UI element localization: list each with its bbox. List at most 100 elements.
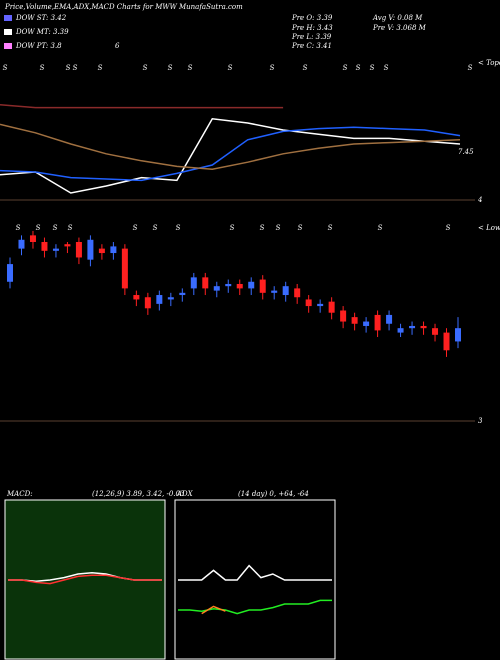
candle-body	[75, 241, 82, 258]
signal-marker: S	[188, 64, 193, 72]
candle-body	[7, 264, 13, 282]
signal-marker: S	[133, 224, 138, 232]
pre-volume: Pre V: 3.068 M	[372, 24, 427, 32]
signal-marker: S	[384, 64, 389, 72]
candle-body	[144, 297, 151, 309]
avg-volume: Avg V: 0.08 M	[372, 14, 423, 22]
ema-panel-label: < Tope	[478, 59, 500, 67]
signal-marker: S	[98, 64, 103, 72]
signal-marker: S	[53, 224, 58, 232]
candle-body	[236, 283, 243, 289]
candle-body	[87, 239, 94, 260]
candle-body	[340, 310, 347, 322]
candle-body	[133, 295, 140, 300]
adx-line	[178, 599, 332, 615]
candle-body	[213, 286, 220, 291]
signal-marker: S	[66, 64, 71, 72]
candle-body	[156, 295, 163, 304]
candle-body	[248, 281, 255, 289]
signal-marker: S	[168, 64, 173, 72]
signal-marker: S	[36, 224, 41, 232]
candle-body	[317, 303, 324, 307]
legend-swatch	[4, 43, 12, 49]
candle-body	[374, 314, 381, 331]
signal-marker: S	[303, 64, 308, 72]
signal-marker: S	[73, 64, 78, 72]
y-tick-label: 4	[477, 196, 482, 204]
ema-line	[0, 123, 461, 170]
signal-marker: S	[230, 224, 235, 232]
candle-body	[259, 279, 266, 293]
pre-open: Pre O: 3.39	[291, 14, 333, 22]
chart-title: Price,Volume,EMA,ADX,MACD Charts for MWW…	[4, 3, 243, 11]
candle-body	[64, 244, 71, 247]
dow-extra: 6	[115, 42, 120, 50]
candle-body	[363, 321, 370, 326]
signal-marker: S	[176, 224, 181, 232]
pre-high: Pre H: 3.43	[291, 24, 333, 32]
ema-last-label: 7.45	[458, 148, 474, 156]
dow-st: DOW ST: 3.42	[15, 14, 67, 22]
candle-body	[271, 290, 278, 293]
adx-line	[178, 564, 332, 581]
signal-marker: S	[40, 64, 45, 72]
candle-body	[409, 325, 416, 329]
adx-label: ADX	[176, 490, 194, 498]
signal-marker: S	[298, 224, 303, 232]
pre-low: Pre L: 3.39	[291, 33, 332, 41]
candle-body	[305, 299, 312, 307]
ema-line	[0, 117, 461, 194]
signal-marker: S	[370, 64, 375, 72]
signal-marker: S	[276, 224, 281, 232]
signal-marker: S	[3, 64, 8, 72]
candle-body	[29, 235, 36, 242]
candle-body	[328, 301, 335, 313]
legend-swatch	[4, 29, 12, 35]
candle-body	[110, 246, 117, 254]
signal-marker: S	[68, 224, 73, 232]
candle-body	[420, 325, 427, 329]
candle-body	[386, 314, 393, 324]
candle-body	[167, 297, 174, 300]
signal-marker: S	[260, 224, 265, 232]
y-tick-label: 3	[478, 417, 483, 425]
candle-body	[179, 292, 186, 296]
macd-label: MACD:	[6, 490, 33, 498]
signal-marker: S	[153, 224, 158, 232]
ema-line	[0, 104, 284, 109]
legend-swatch	[4, 15, 12, 21]
candle-body	[294, 288, 301, 298]
candle-body	[98, 248, 105, 254]
candle-body	[41, 241, 48, 251]
candle-body	[225, 283, 232, 287]
signal-marker: S	[343, 64, 348, 72]
signal-marker: S	[143, 64, 148, 72]
candle-body	[397, 328, 404, 333]
macd-params: (12,26,9) 3.89, 3.42, -0.03	[92, 490, 185, 498]
macd-line	[8, 574, 162, 585]
candle-body	[455, 328, 461, 342]
dow-mt: DOW MT: 3.39	[15, 28, 69, 36]
candle-body	[52, 248, 59, 251]
pre-close: Pre C: 3.41	[291, 42, 332, 50]
candle-body	[282, 286, 289, 296]
signal-marker: S	[328, 224, 333, 232]
candle-body	[202, 277, 209, 289]
price-panel-label: < Lows	[478, 224, 500, 232]
signal-marker: S	[228, 64, 233, 72]
signal-marker: S	[356, 64, 361, 72]
signal-marker: S	[16, 224, 21, 232]
candle-body	[121, 248, 128, 289]
signal-marker: S	[446, 224, 451, 232]
ema-line	[0, 126, 461, 182]
signal-marker: S	[378, 224, 383, 232]
dow-pt: DOW PT: 3.8	[15, 42, 62, 50]
candle-body	[18, 239, 25, 249]
signal-marker: S	[468, 64, 473, 72]
adx-line	[201, 605, 226, 615]
candle-body	[443, 332, 450, 351]
adx-params: (14 day) 0, +64, -64	[238, 490, 309, 498]
candle-body	[351, 317, 358, 324]
